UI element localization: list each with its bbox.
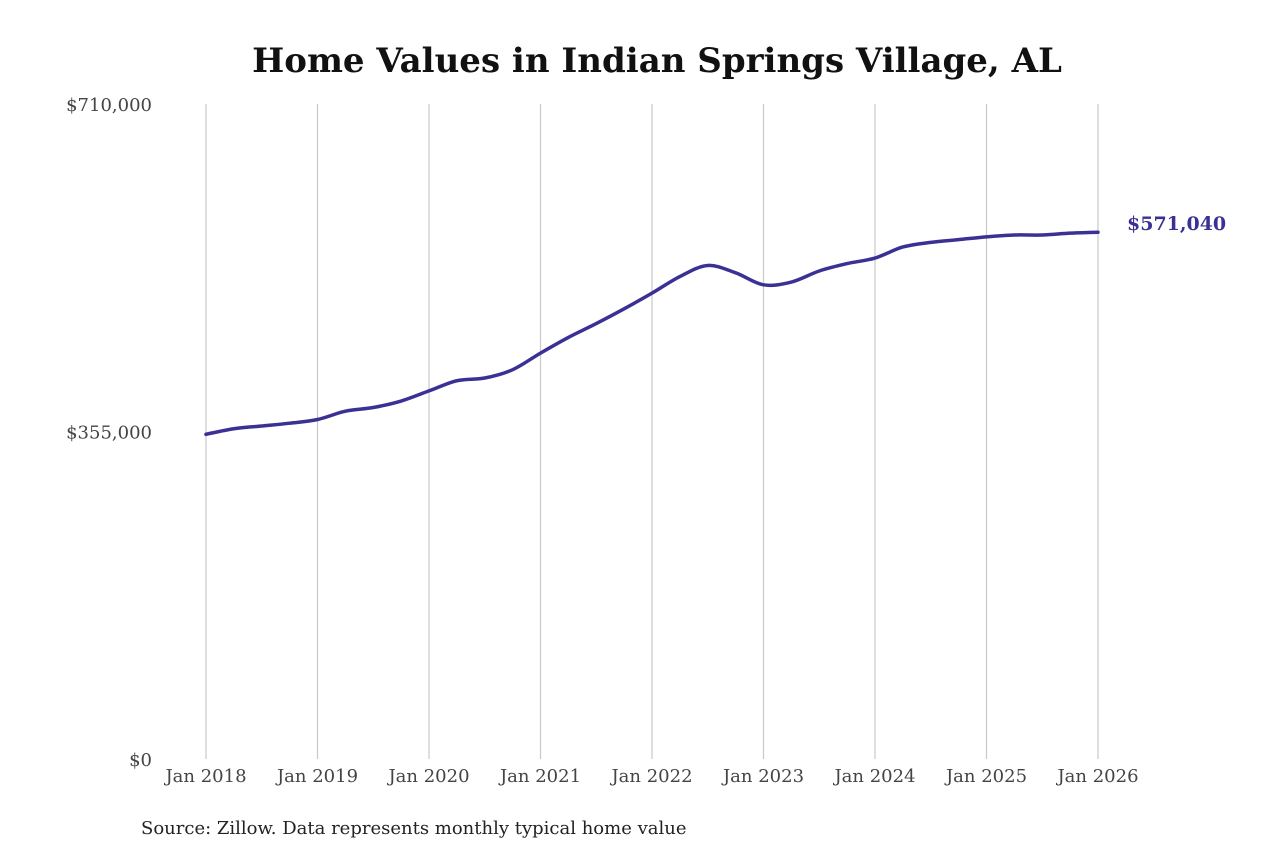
- x-tick-label: Jan 2026: [1055, 766, 1138, 787]
- y-tick-label: $0: [129, 750, 152, 771]
- source-note: Source: Zillow. Data represents monthly …: [141, 818, 687, 839]
- home-value-line: [204, 230, 1100, 437]
- x-tick-label: Jan 2023: [721, 766, 804, 787]
- chart-title: Home Values in Indian Springs Village, A…: [252, 41, 1062, 81]
- x-axis-tick-labels: Jan 2018 Jan 2019 Jan 2020 Jan 2021 Jan 2022…: [163, 766, 1138, 787]
- y-tick-label: $355,000: [66, 423, 152, 444]
- x-tick-label: Jan 2022: [609, 766, 692, 787]
- x-tick-label: Jan 2021: [498, 766, 581, 787]
- x-tick-label: Jan 2019: [275, 766, 358, 787]
- x-tick-label: Jan 2020: [386, 766, 469, 787]
- x-tick-label: Jan 2024: [832, 766, 915, 787]
- y-axis-tick-labels: $0 $355,000 $710,000: [66, 95, 152, 771]
- home-value-series: [204, 230, 1100, 437]
- x-tick-label: Jan 2018: [163, 766, 246, 787]
- vertical-grid-lines: [205, 104, 1099, 759]
- latest-value-label: $571,040: [1127, 213, 1226, 235]
- x-tick-label: Jan 2025: [944, 766, 1027, 787]
- y-tick-label: $710,000: [66, 95, 152, 116]
